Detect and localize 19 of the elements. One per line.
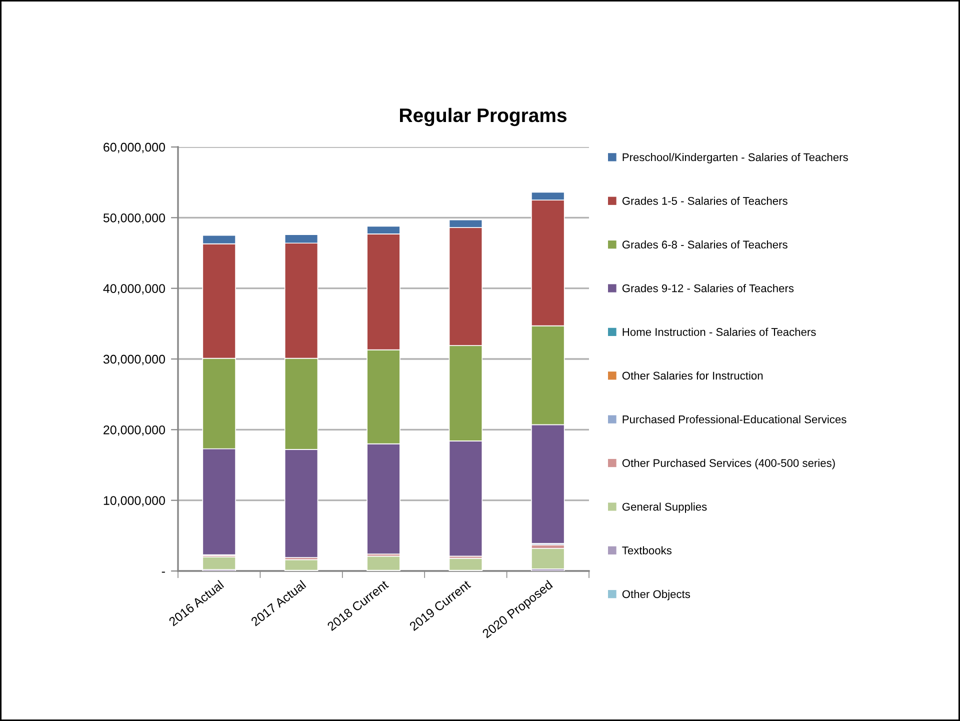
y-tick-label: 10,000,000 bbox=[104, 496, 166, 506]
chart-title: Regular Programs bbox=[400, 108, 566, 126]
legend-label: Other Purchased Services (400-500 series) bbox=[622, 458, 835, 470]
legend-label: Grades 1-5 - Salaries of Teachers bbox=[622, 196, 788, 205]
legend-label: Grades 9-12 - Salaries of Teachers bbox=[622, 284, 794, 292]
y-tick-label: 30,000,000 bbox=[103, 354, 166, 366]
y-tick-label: 20,000,000 bbox=[104, 425, 166, 436]
legend-label: Other Objects bbox=[622, 590, 690, 600]
y-tick-label: 40,000,000 bbox=[103, 284, 166, 294]
legend-label: Grades 6-8 - Salaries of Teachers bbox=[622, 240, 788, 249]
legend-label: Textbooks bbox=[622, 546, 672, 554]
legend-label: Home Instruction - Salaries of Teachers bbox=[622, 328, 816, 336]
y-tick-label: 60,000,000 bbox=[104, 142, 166, 154]
legend-label: General Supplies bbox=[622, 502, 707, 513]
legend-label: Other Salaries for Instruction bbox=[622, 371, 763, 380]
y-tick-label: 50,000,000 bbox=[103, 213, 166, 224]
legend-label: Purchased Professional-Educational Services bbox=[622, 415, 846, 424]
y-tick-label: - bbox=[162, 572, 165, 573]
legend-label: Preschool/Kindergarten - Salaries of Teachers bbox=[622, 153, 848, 164]
